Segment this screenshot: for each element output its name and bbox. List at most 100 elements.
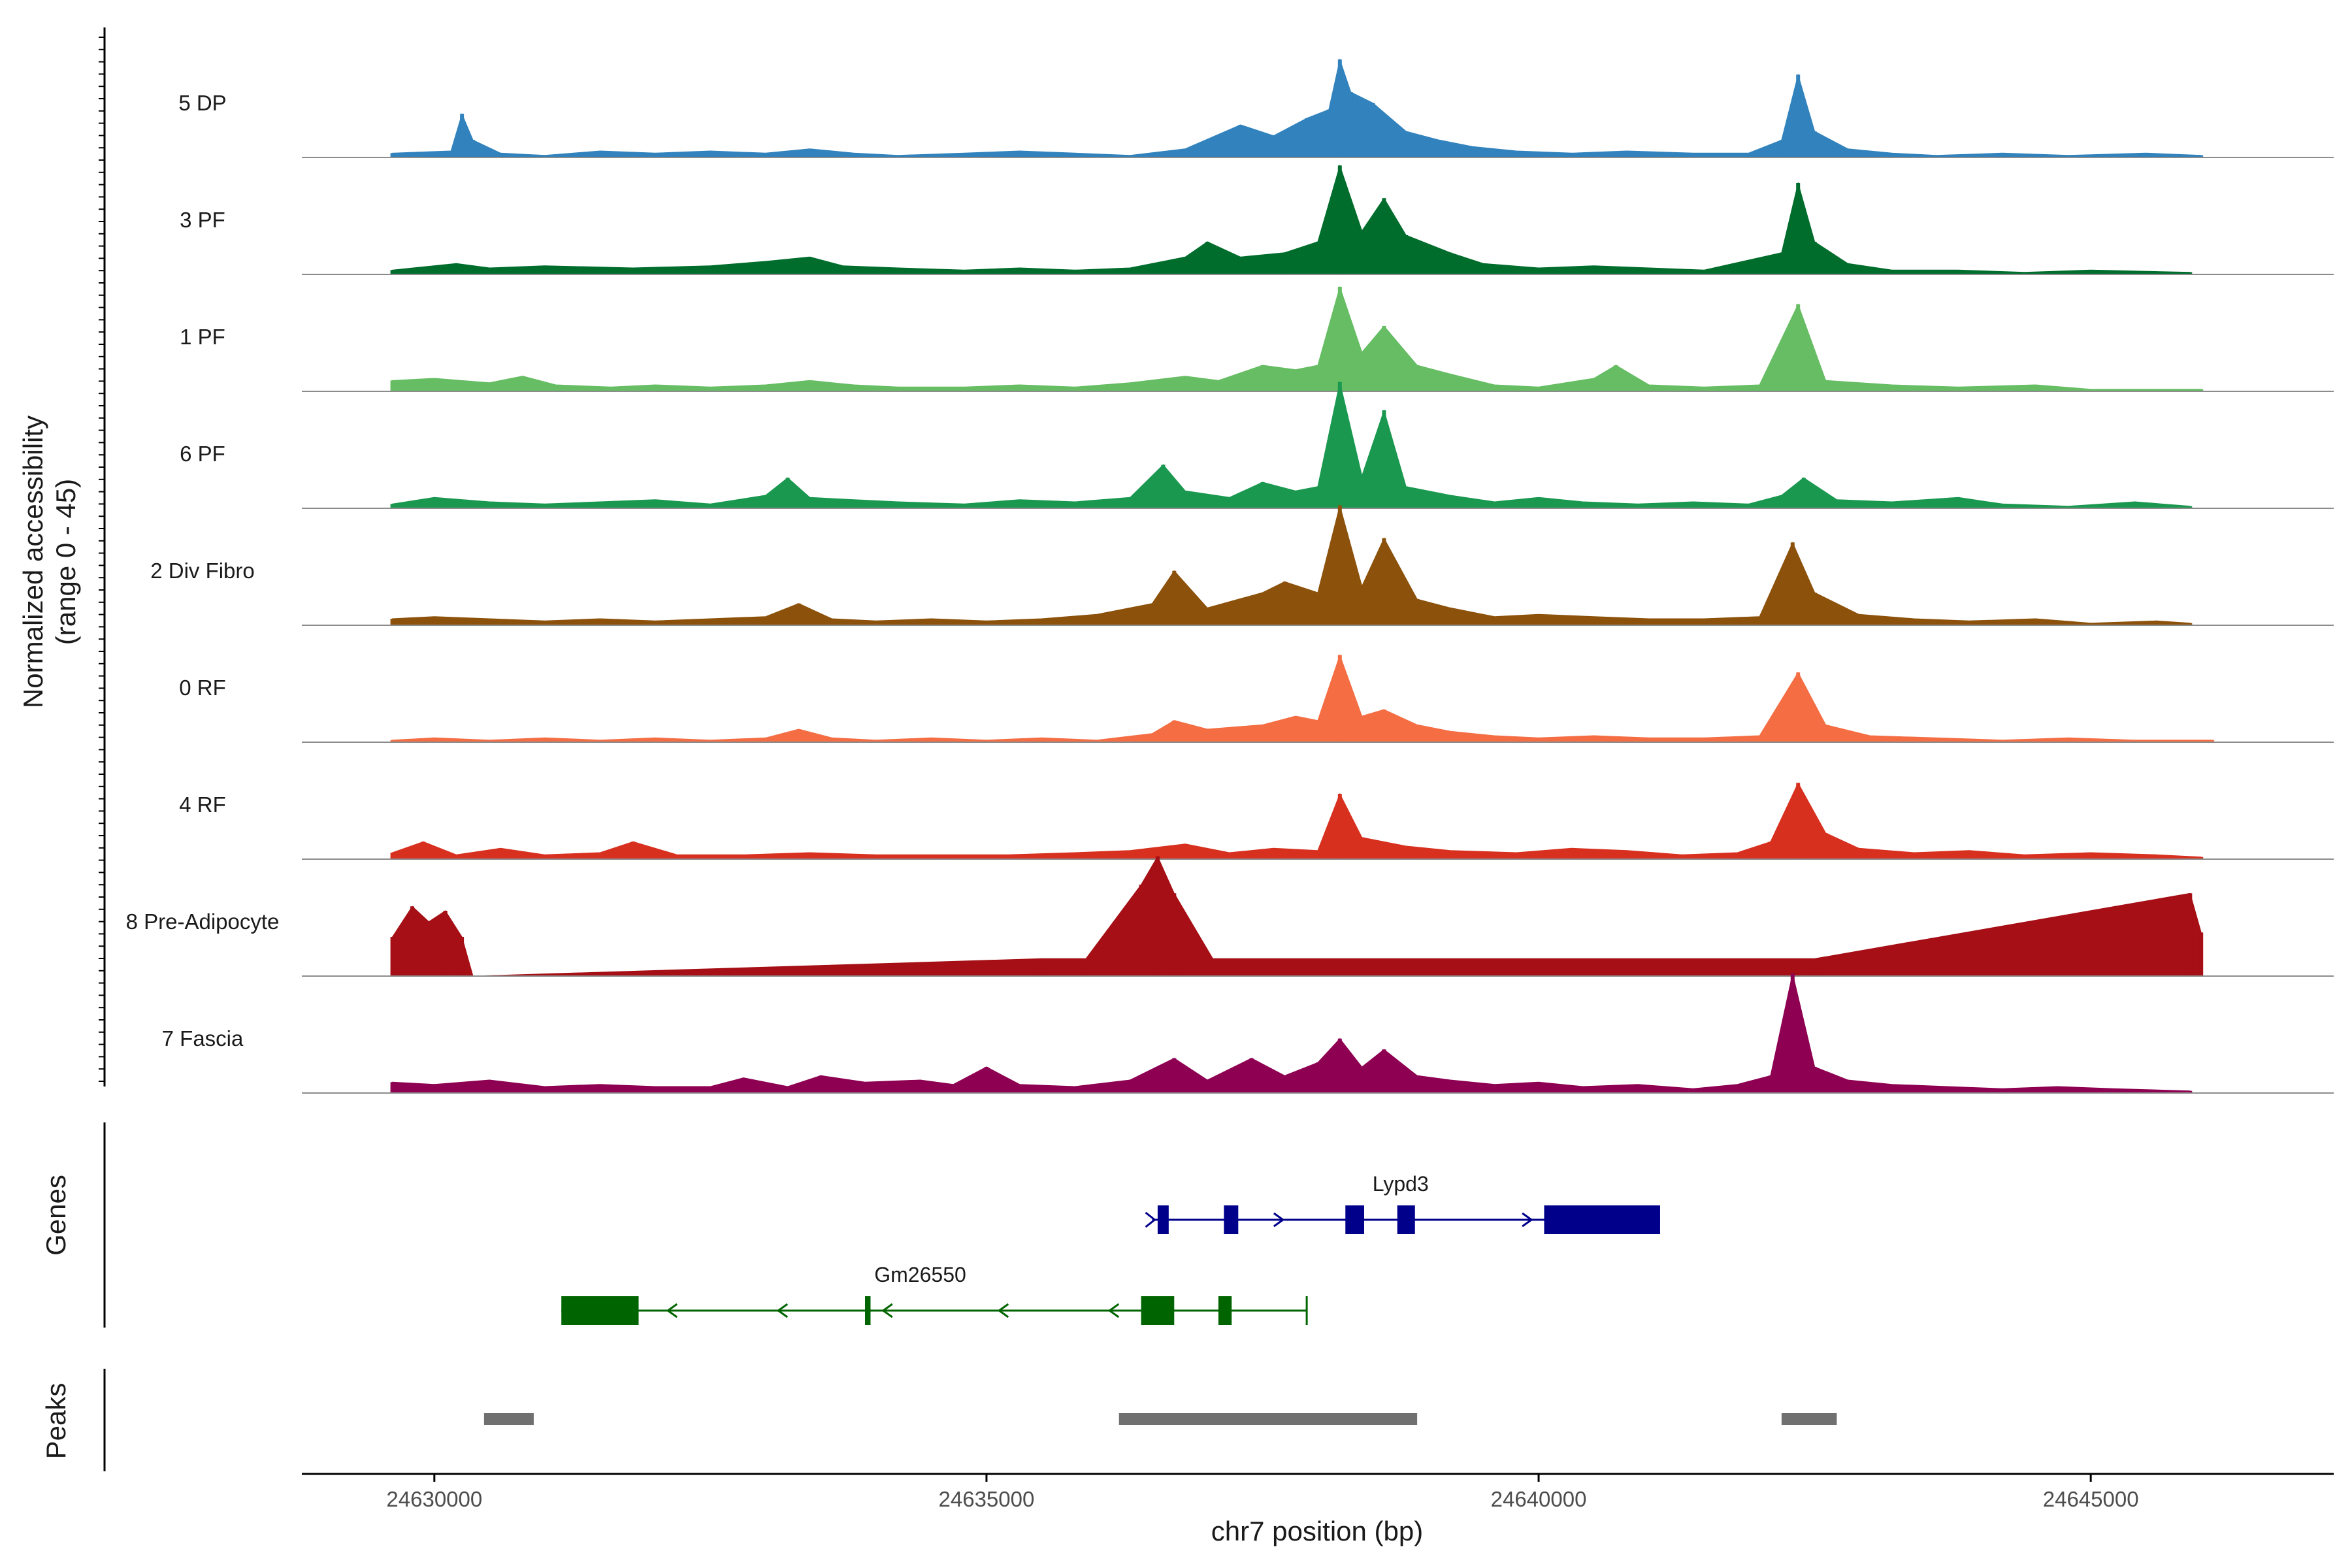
track-7-fascia: 7 Fascia	[162, 973, 2334, 1094]
gene-label: Gm26550	[874, 1263, 966, 1286]
coverage-point	[1812, 242, 1817, 274]
coverage-point	[708, 619, 713, 625]
coverage-point	[1382, 710, 1386, 742]
coverage-point	[2000, 153, 2004, 157]
coverage-point	[487, 502, 492, 508]
gene-exon	[1397, 1205, 1415, 1234]
coverage-point	[1448, 374, 1452, 391]
coverage-point	[1371, 103, 1375, 157]
coverage-point	[1360, 837, 1364, 859]
coverage-point	[951, 1084, 956, 1093]
coverage-point	[1702, 619, 1707, 625]
coverage-point	[1238, 257, 1243, 274]
coverage-point	[1360, 476, 1364, 508]
coverage-point	[852, 385, 857, 391]
coverage-point	[1337, 382, 1342, 508]
coverage-point	[1404, 131, 1409, 157]
coverage-point	[1956, 497, 1961, 508]
coverage-point	[1316, 720, 1320, 742]
coverage-point	[896, 502, 900, 508]
coverage-point	[1150, 733, 1154, 742]
coverage-point	[2066, 155, 2071, 157]
coverage-point	[1857, 848, 1861, 859]
coverage-point	[1889, 270, 1894, 274]
coverage-point	[1249, 1058, 1254, 1093]
coverage-area	[392, 58, 2202, 158]
y-axis-layer	[99, 27, 106, 1471]
coverage-point	[1680, 855, 1684, 859]
coverage-point	[1823, 380, 1828, 391]
coverage-point	[1337, 59, 1342, 157]
coverage-point	[1868, 736, 1872, 742]
track-label: 4 RF	[179, 792, 226, 817]
coverage-point	[2132, 740, 2137, 742]
coverage-point	[390, 1082, 395, 1093]
coverage-point	[2000, 1088, 2004, 1093]
coverage-point	[1757, 616, 1762, 625]
coverage-point	[1017, 385, 1022, 391]
coverage-point	[1956, 387, 1961, 391]
coverage-point	[1415, 599, 1420, 625]
coverage-point	[1801, 478, 1806, 508]
coverage-point	[390, 619, 395, 625]
coverage-point	[1294, 369, 1298, 391]
coverage-point	[1150, 603, 1154, 625]
coverage-point	[1238, 125, 1243, 157]
coverage-point	[1128, 850, 1132, 859]
coverage-point	[1702, 738, 1707, 742]
coverage-point	[1636, 1084, 1641, 1093]
coverage-point	[1592, 265, 1596, 274]
track-0-rf: 0 RF	[179, 654, 2334, 743]
coverage-point	[1260, 593, 1265, 625]
coverage-point	[708, 740, 713, 742]
coverage-point	[874, 740, 878, 742]
coverage-point	[1128, 497, 1132, 508]
coverage-point	[1227, 497, 1232, 508]
coverage-point	[1437, 140, 1441, 157]
coverage-point	[1492, 616, 1497, 625]
coverage-point	[1017, 499, 1022, 508]
coverage-point	[1492, 736, 1497, 742]
coverage-point	[1382, 410, 1386, 508]
coverage-point	[2210, 740, 2215, 742]
coverage-point	[1912, 853, 1916, 859]
coverage-point	[1912, 619, 1916, 625]
coverage-point	[653, 1086, 657, 1093]
coverage-point	[1316, 1062, 1320, 1093]
coverage-point	[1812, 958, 1817, 976]
track-4-rf: 4 RF	[179, 782, 2334, 860]
coverage-point	[390, 937, 395, 976]
coverage-point	[1448, 850, 1452, 859]
coverage-point	[1470, 146, 1475, 157]
coverage-point	[1039, 738, 1044, 742]
coverage-point	[1835, 499, 1839, 508]
coverage-point	[1823, 725, 1828, 742]
coverage-point	[598, 853, 602, 859]
coverage-point	[432, 738, 436, 742]
coverage-point	[2000, 504, 2004, 508]
coverage-point	[1846, 148, 1850, 157]
coverage-point	[1625, 850, 1629, 859]
coverage-point	[2022, 272, 2027, 274]
coverage-point	[962, 153, 967, 157]
coverage-point	[1337, 655, 1342, 742]
coverage-tracks: 5 DP 3 PF 1 PF 6 PF 2 Div Fibro 0 RF 4 RF 8 Pre…	[126, 58, 2334, 1094]
coverage-point	[542, 855, 547, 859]
coverage-point	[1294, 491, 1298, 508]
coverage-point	[1823, 833, 1828, 859]
coverage-point	[962, 504, 967, 508]
coverage-point	[1183, 257, 1188, 274]
coverage-point	[929, 738, 934, 742]
coverage-point	[471, 140, 475, 157]
coverage-point	[653, 621, 657, 625]
coverage-point	[1514, 853, 1519, 859]
coverage-point	[542, 155, 547, 157]
coverage-area	[392, 164, 2191, 275]
coverage-point	[2199, 389, 2204, 391]
coverage-point	[1095, 614, 1099, 625]
coverage-point	[1647, 738, 1652, 742]
coverage-point	[984, 621, 988, 625]
coverage-point	[830, 738, 834, 742]
gene-exon	[1157, 1205, 1169, 1234]
coverage-point	[1128, 268, 1132, 274]
